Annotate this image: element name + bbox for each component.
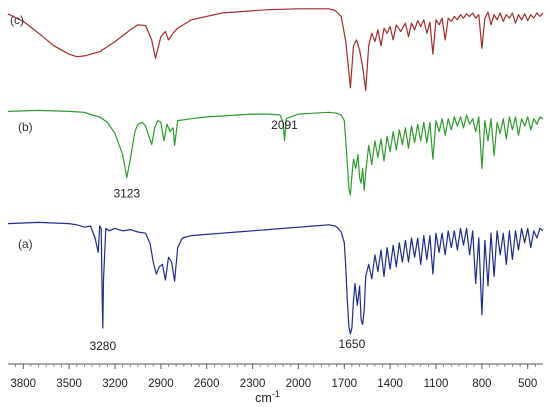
x-tick-label: 3800 [11,378,37,390]
x-tick-label: 1100 [424,378,449,390]
peak-label-1650: 1650 [339,337,366,351]
x-tick-label: 800 [472,378,491,390]
panel-labels: (c) (b) (a) [10,13,33,251]
series-label-b: (b) [18,120,33,134]
x-axis-title-base: cm [255,391,272,405]
series-label-a: (a) [18,237,33,251]
x-axis: 3800 3500 3200 2900 2600 2300 2000 1700 1400 1100… [8,363,543,390]
series-line-a [7,221,544,335]
series-label-c: (c) [10,13,24,27]
peak-label-3123: 3123 [113,187,140,201]
x-tick-label: 500 [518,378,537,390]
x-tick-label: 3500 [56,378,82,390]
series-line-c [7,8,544,91]
x-tick-label: 2600 [194,378,220,390]
peak-annotations: 3123 2091 3280 1650 [89,118,365,353]
x-axis-title-superscript: -1 [272,389,280,399]
series-layer [7,8,544,335]
x-tick-label: 1400 [377,378,403,390]
series-line-b [7,109,544,196]
peak-label-3280: 3280 [89,339,116,353]
x-tick-label: 2000 [286,378,312,390]
x-tick-label: 2900 [148,378,174,390]
x-tick-label: 1700 [332,378,358,390]
x-tick-label: 2300 [240,378,266,390]
x-axis-title: cm-1 [255,389,280,405]
x-tick-label: 3200 [102,378,128,390]
peak-label-2091: 2091 [271,118,298,132]
